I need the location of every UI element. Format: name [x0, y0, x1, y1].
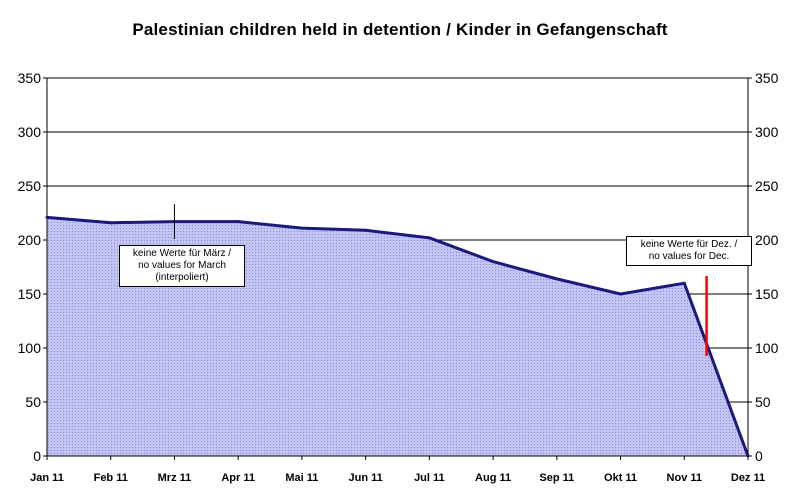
x-tick-label: Sep 11 [539, 472, 574, 484]
y-tick-label-left: 100 [18, 340, 42, 356]
axes: 0 0 50 50 100 100 150 150 200 200 250 250 300 300 350 3… [18, 70, 779, 484]
annotation-december: keine Werte für Dez. / no values for Dec… [626, 236, 752, 266]
y-tick-label-left: 300 [18, 124, 42, 140]
y-tick-label-left: 350 [18, 70, 42, 86]
x-tick-label: Nov 11 [667, 472, 702, 484]
x-tick-label: Jul 11 [414, 472, 445, 484]
x-tick-label: Dez 11 [731, 472, 765, 484]
annotation-march: keine Werte für März / no values for Mar… [119, 245, 245, 287]
data-point [491, 260, 495, 264]
x-tick-label: Mai 11 [285, 472, 318, 484]
x-tick-label: Aug 11 [475, 472, 511, 484]
annotation-march-line-2: no values for March [138, 260, 226, 271]
y-tick-label-left: 50 [25, 394, 41, 410]
y-tick-label-right: 300 [755, 124, 779, 140]
annotation-december-line-2: no values for Dec. [648, 251, 730, 262]
x-tick-label: Mrz 11 [158, 472, 192, 484]
chart-title: Palestinian children held in detention /… [132, 20, 668, 39]
data-point [109, 221, 113, 225]
x-tick-label: Okt 11 [604, 472, 637, 484]
y-tick-label-left: 200 [18, 232, 42, 248]
series-line [46, 215, 750, 457]
y-tick-label-right: 50 [755, 394, 771, 410]
x-tick-label: Jan 11 [30, 472, 64, 484]
data-point [682, 281, 686, 285]
markers [45, 204, 750, 458]
data-point [619, 292, 623, 296]
y-tick-label-left: 250 [18, 178, 42, 194]
data-point [236, 220, 240, 224]
annotation-march-line-1: keine Werte für März / [132, 248, 232, 259]
data-point [364, 228, 368, 232]
y-tick-label-right: 100 [755, 340, 779, 356]
y-tick-label-right: 250 [755, 178, 779, 194]
x-tick-label: Apr 11 [221, 472, 255, 484]
annotation-december-line-1: keine Werte für Dez. / [640, 239, 738, 250]
data-point [300, 226, 304, 230]
x-tick-label: Feb 11 [94, 472, 128, 484]
y-tick-label-left: 150 [18, 286, 42, 302]
y-tick-label-right: 0 [755, 448, 763, 464]
y-tick-label-right: 200 [755, 232, 779, 248]
y-tick-label-right: 150 [755, 286, 779, 302]
data-point [746, 454, 750, 458]
x-tick-label: Jun 11 [349, 472, 383, 484]
data-point [427, 236, 431, 240]
data-point [45, 215, 49, 219]
y-tick-label-left: 0 [33, 448, 41, 464]
y-tick-label-right: 350 [755, 70, 779, 86]
data-point [555, 277, 559, 281]
annotation-march-line-3: (interpoliert) [155, 272, 209, 283]
